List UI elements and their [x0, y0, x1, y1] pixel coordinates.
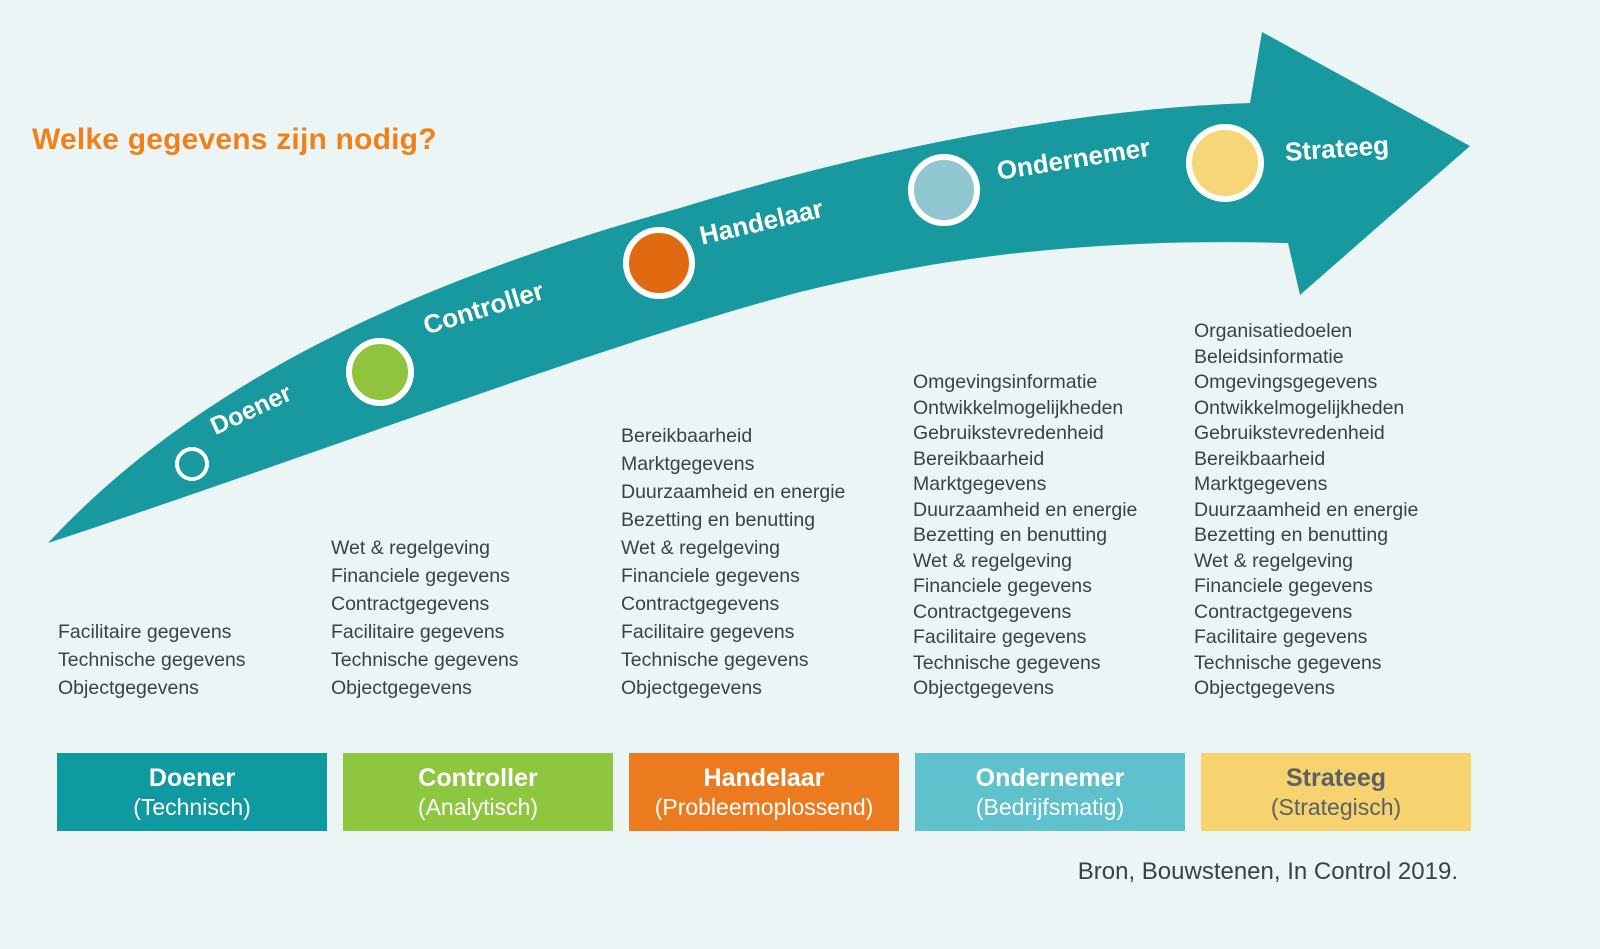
data-item: Beleidsinformatie [1194, 345, 1344, 368]
data-item: Objectgegevens [1194, 677, 1335, 699]
stage-circle-controller [346, 338, 414, 406]
data-item: Facilitaire gegevens [331, 621, 505, 643]
data-item: Duurzaamheid en energie [1194, 498, 1419, 521]
data-item: Organisatiedoelen [1194, 320, 1353, 342]
data-column-ondernemer: Omgevingsinformatie Ontwikkelmogelijkhede… [913, 370, 1137, 702]
stage-circle-doener [175, 447, 209, 481]
data-item: Objectgegevens [621, 677, 762, 699]
data-item: Bereikbaarheid [621, 425, 753, 447]
source-attribution: Bron, Bouwstenen, In Control 2019. [1077, 858, 1458, 885]
data-item: Facilitaire gegevens [1194, 626, 1368, 648]
legend-box-subtitle: (Bedrijfsmatig) [975, 794, 1125, 820]
legend-box-title: Handelaar [703, 764, 825, 792]
data-item: Technische gegevens [331, 649, 519, 671]
data-item: Contractgegevens [621, 593, 780, 615]
data-item: Technische gegevens [913, 651, 1101, 674]
data-item: Facilitaire gegevens [913, 626, 1087, 648]
legend-box-doener: Doener (Technisch) [57, 753, 327, 831]
legend-box-strateeg: Strateeg (Strategisch) [1201, 753, 1471, 831]
data-item: Financiele gegevens [331, 565, 510, 587]
data-item: Contractgegevens [331, 593, 490, 615]
data-item: Contractgegevens [913, 600, 1072, 623]
data-item: Gebruikstevredenheid [1194, 422, 1385, 444]
data-item: Technische gegevens [1194, 651, 1382, 674]
legend-box-title: Doener [148, 764, 236, 792]
data-item: Technische gegevens [621, 649, 809, 671]
data-item: Wet & regelgeving [331, 537, 490, 559]
stage-circle-handelaar [623, 227, 695, 299]
legend-box-title: Ondernemer [975, 764, 1125, 792]
legend-box-subtitle: (Probleemoplossend) [654, 794, 874, 820]
data-item: Wet & regelgeving [1194, 549, 1353, 572]
data-item: Bezetting en benutting [1194, 524, 1389, 546]
data-item: Bezetting en benutting [621, 509, 816, 531]
data-item: Marktgegevens [1194, 473, 1328, 495]
legend-box-controller: Controller (Analytisch) [343, 753, 613, 831]
data-item: Bereikbaarheid [913, 447, 1045, 470]
growth-arrow-shape [48, 32, 1470, 543]
data-column-doener: Facilitaire gegevens Technische gegevens O… [58, 618, 246, 702]
data-item: Financiele gegevens [621, 565, 800, 587]
data-item: Objectgegevens [331, 677, 472, 699]
data-item: Ontwikkelmogelijkheden [1194, 396, 1405, 419]
data-column-strateeg: Organisatiedoelen Beleidsinformatie Omgevi… [1194, 319, 1418, 702]
data-item: Objectgegevens [58, 677, 199, 699]
data-item: Marktgegevens [913, 473, 1047, 495]
data-item: Bereikbaarheid [1194, 447, 1326, 470]
page-title: Welke gegevens zijn nodig? [32, 123, 437, 157]
legend-box-title: Controller [418, 764, 538, 792]
stage-label-strateeg: Strateeg [1283, 129, 1390, 167]
legend-box-subtitle: (Strategisch) [1270, 794, 1402, 820]
data-item: Facilitaire gegevens [58, 621, 232, 643]
data-item: Financiele gegevens [913, 575, 1092, 597]
data-item: Contractgegevens [1194, 600, 1353, 623]
data-item: Duurzaamheid en energie [621, 481, 846, 503]
data-item: Bezetting en benutting [913, 524, 1108, 546]
legend-box-ondernemer: Ondernemer (Bedrijfsmatig) [915, 753, 1185, 831]
data-column-controller: Wet & regelgeving Financiele gegevens Cont… [331, 534, 519, 702]
legend-box-subtitle: (Technisch) [133, 794, 251, 820]
legend-box-title: Strateeg [1285, 764, 1387, 792]
data-item: Technische gegevens [58, 649, 246, 671]
data-item: Omgevingsinformatie [913, 371, 1098, 393]
legend-box-handelaar: Handelaar (Probleemoplossend) [629, 753, 899, 831]
legend-box-subtitle: (Analytisch) [417, 794, 539, 820]
stage-circle-ondernemer [908, 154, 980, 226]
data-item: Wet & regelgeving [913, 549, 1072, 572]
data-item: Marktgegevens [621, 453, 755, 475]
data-item: Ontwikkelmogelijkheden [913, 396, 1124, 419]
data-item: Financiele gegevens [1194, 575, 1373, 597]
stage-circle-strateeg [1186, 124, 1264, 202]
data-item: Duurzaamheid en energie [913, 498, 1138, 521]
data-item: Gebruikstevredenheid [913, 422, 1104, 444]
data-item: Objectgegevens [913, 677, 1054, 699]
data-column-handelaar: Bereikbaarheid Marktgegevens Duurzaamheid … [621, 422, 845, 702]
data-item: Facilitaire gegevens [621, 621, 795, 643]
data-item: Omgevingsgegevens [1194, 371, 1378, 393]
data-item: Wet & regelgeving [621, 537, 780, 559]
